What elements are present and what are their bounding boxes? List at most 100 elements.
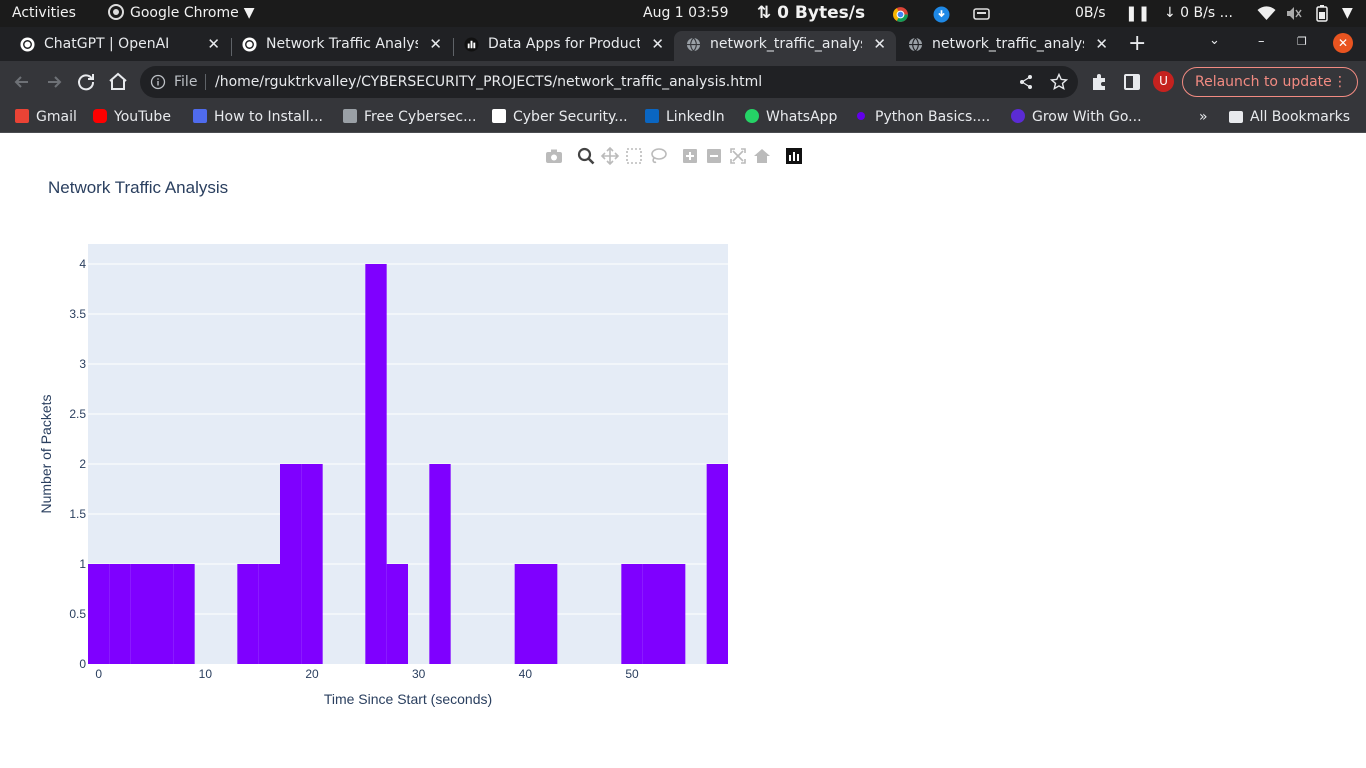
histogram-bar[interactable]	[386, 564, 408, 664]
app-menu[interactable]: Google Chrome ▼	[108, 0, 255, 27]
zoom-out-minus-icon[interactable]	[704, 146, 724, 166]
address-bar[interactable]: File /home/rguktrkvalley/CYBERSECURITY_P…	[140, 66, 1078, 98]
x-tick-label: 10	[199, 667, 213, 681]
tab-network-traffic[interactable]: Network Traffic Analysis ✕	[230, 31, 452, 61]
pause-icon[interactable]: ❚❚	[1125, 4, 1151, 22]
histogram-bar[interactable]	[664, 564, 686, 664]
histogram-bar[interactable]	[280, 464, 302, 664]
net-speed-indicator[interactable]: ⇅ 0 Bytes/s	[757, 0, 865, 27]
tab-network-traffic-html-active[interactable]: network_traffic_analysis.html ✕	[674, 31, 896, 61]
reset-axes-home-icon[interactable]	[752, 146, 772, 166]
bookmark-cyber-security[interactable]: Cyber Security...	[492, 103, 628, 133]
histogram-bar[interactable]	[88, 564, 110, 664]
bookmark-youtube[interactable]: YouTube	[93, 103, 171, 133]
profile-avatar[interactable]: U	[1153, 71, 1174, 92]
histogram-bar[interactable]	[152, 564, 174, 664]
drive-tray-icon[interactable]	[973, 6, 990, 22]
tab-chatgpt[interactable]: ChatGPT | OpenAI ✕	[8, 31, 230, 61]
bookmark-grow-with-google[interactable]: Grow With Go...	[1011, 103, 1142, 133]
bookmark-gmail[interactable]: Gmail	[15, 103, 77, 133]
histogram-bar[interactable]	[621, 564, 643, 664]
restore-window-icon[interactable]: ❐	[1297, 35, 1307, 48]
close-tab-icon[interactable]: ✕	[1095, 35, 1108, 53]
bars-group	[88, 264, 728, 664]
relaunch-to-update-button[interactable]: Relaunch to update ⋮	[1182, 67, 1358, 97]
share-icon[interactable]	[1018, 74, 1034, 90]
url-text[interactable]: /home/rguktrkvalley/CYBERSECURITY_PROJEC…	[215, 74, 763, 90]
bookmark-linkedin[interactable]: LinkedIn	[645, 103, 725, 133]
y-tick-label: 0	[79, 657, 86, 671]
y-tick-label: 2.5	[69, 407, 86, 421]
bookmark-label: WhatsApp	[766, 109, 838, 125]
tab-title: Data Apps for Production	[488, 36, 640, 52]
linkedin-icon	[645, 109, 659, 123]
clock[interactable]: Aug 1 03:59	[643, 5, 729, 21]
histogram-bar[interactable]	[130, 564, 152, 664]
close-tab-icon[interactable]: ✕	[651, 35, 664, 53]
omnibox-divider	[205, 74, 206, 90]
histogram-bar[interactable]	[173, 564, 195, 664]
bookmark-label: How to Install...	[214, 109, 323, 125]
histogram-bar[interactable]	[237, 564, 259, 664]
extensions-puzzle-icon[interactable]	[1088, 70, 1112, 94]
histogram-bar[interactable]	[258, 564, 280, 664]
battery-icon[interactable]	[1316, 5, 1328, 22]
x-tick-label: 0	[95, 667, 102, 681]
volume-muted-icon[interactable]	[1286, 6, 1303, 21]
wifi-icon[interactable]	[1257, 6, 1276, 21]
bookmark-how-to-install[interactable]: How to Install...	[193, 103, 323, 133]
tab-network-traffic-html[interactable]: network_traffic_analysis.html ✕	[896, 31, 1118, 61]
reload-icon[interactable]	[74, 70, 98, 94]
close-tab-icon[interactable]: ✕	[873, 35, 886, 53]
histogram-bar[interactable]	[642, 564, 664, 664]
histogram-chart[interactable]: 0 0.5 1 1.5 2 2.5 3 3.5 4 0 10 20 30 40 50 Time Since…	[0, 214, 760, 734]
autoscale-icon[interactable]	[728, 146, 748, 166]
pan-arrows-icon[interactable]	[600, 146, 620, 166]
bookmark-python-basics[interactable]: Python Basics....	[857, 103, 990, 133]
minimize-window-icon[interactable]: –	[1258, 34, 1265, 49]
forward-arrow-icon[interactable]	[42, 70, 66, 94]
histogram-bar[interactable]	[365, 264, 387, 664]
close-window-icon[interactable]: ✕	[1333, 33, 1353, 53]
tab-search-chevron-icon[interactable]: ⌄	[1209, 33, 1220, 48]
site-logo-icon	[1011, 109, 1025, 123]
histogram-bar[interactable]	[706, 464, 728, 664]
lasso-select-icon[interactable]	[648, 146, 668, 166]
all-bookmarks-button[interactable]: All Bookmarks	[1229, 103, 1350, 133]
home-icon[interactable]	[106, 70, 130, 94]
box-select-icon[interactable]	[624, 146, 644, 166]
net-speed-value: 0 Bytes/s	[777, 3, 866, 23]
bookmarks-overflow-chevron-icon[interactable]: »	[1199, 109, 1208, 125]
updown-arrows-icon: ⇅	[757, 3, 778, 23]
new-tab-plus-icon[interactable]: +	[1128, 31, 1147, 56]
zoom-magnifier-icon[interactable]	[576, 146, 596, 166]
x-tick-labels: 0 10 20 30 40 50	[95, 667, 639, 681]
histogram-bar[interactable]	[514, 564, 536, 664]
close-tab-icon[interactable]: ✕	[429, 35, 442, 53]
close-tab-icon[interactable]: ✕	[207, 35, 220, 53]
histogram-bar[interactable]	[429, 464, 451, 664]
histogram-bar[interactable]	[109, 564, 131, 664]
tab-data-apps[interactable]: Data Apps for Production ✕	[452, 31, 674, 61]
update-tray-icon[interactable]	[933, 6, 950, 23]
info-circle-icon[interactable]	[150, 74, 166, 90]
zoom-in-plus-icon[interactable]	[680, 146, 700, 166]
activities-button[interactable]: Activities	[12, 5, 76, 21]
plotly-logo-icon	[464, 37, 479, 52]
kebab-menu-icon[interactable]: ⋮	[1333, 74, 1347, 90]
chrome-tray-icon[interactable]	[892, 6, 909, 23]
y-tick-label: 1.5	[69, 507, 86, 521]
histogram-bar[interactable]	[536, 564, 558, 664]
side-panel-icon[interactable]	[1120, 70, 1144, 94]
page-content: Network Traffic Analysis 0 0.5 1 1.5 2 2.5 3 3.…	[0, 134, 1366, 768]
plotly-modebar	[540, 146, 810, 168]
y-tick-labels: 0 0.5 1 1.5 2 2.5 3 3.5 4	[69, 257, 86, 671]
bookmark-free-cybersec[interactable]: Free Cybersec...	[343, 103, 476, 133]
camera-icon[interactable]	[544, 146, 564, 166]
plotly-logo-icon[interactable]	[784, 146, 804, 166]
bookmark-whatsapp[interactable]: WhatsApp	[745, 103, 837, 133]
back-arrow-icon[interactable]	[10, 70, 34, 94]
histogram-bar[interactable]	[301, 464, 323, 664]
bookmark-star-icon[interactable]	[1050, 73, 1068, 91]
system-menu-caret-icon[interactable]: ▼	[1342, 5, 1353, 21]
